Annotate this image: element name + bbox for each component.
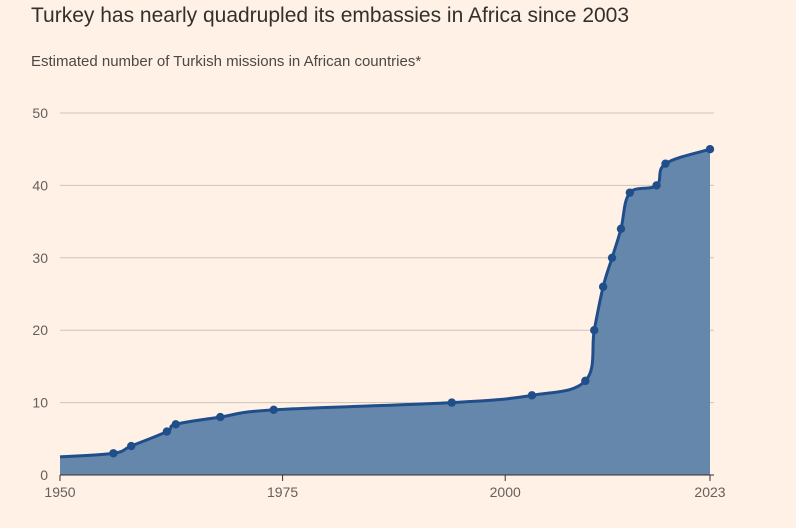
x-tick-label-2023: 2023 — [694, 484, 725, 500]
y-tick-label-30: 30 — [32, 250, 48, 266]
area-series — [59, 147, 711, 475]
data-markers — [109, 145, 715, 458]
y-tick-label-10: 10 — [32, 395, 48, 411]
data-point-1994 — [447, 398, 456, 407]
x-tick-label-2000: 2000 — [490, 484, 521, 500]
y-tick-label-50: 50 — [32, 105, 48, 121]
data-point-2014 — [625, 188, 635, 197]
x-tick-label-1975: 1975 — [267, 484, 298, 500]
data-point-2009 — [581, 376, 590, 386]
data-point-2013 — [616, 224, 626, 234]
chart-title: Turkey has nearly quadrupled its embassi… — [31, 4, 630, 27]
data-point-2018 — [661, 159, 670, 168]
data-point-1974 — [269, 405, 278, 415]
data-point-1963 — [171, 420, 180, 429]
data-point-1956 — [109, 449, 118, 458]
y-tick-label-20: 20 — [32, 322, 48, 338]
area-fill — [60, 149, 710, 475]
data-point-2010 — [590, 326, 599, 335]
data-point-2003 — [527, 391, 537, 400]
axes: 0 10 20 30 40 50 1950 1975 2000 2023 — [32, 105, 725, 500]
y-tick-label-0: 0 — [40, 467, 48, 483]
x-tick-label-1950: 1950 — [44, 484, 75, 500]
data-point-2023 — [705, 145, 715, 154]
data-point-1958 — [127, 441, 136, 451]
chart-subtitle: Estimated number of Turkish missions in … — [31, 53, 422, 70]
data-point-2011 — [598, 282, 608, 291]
data-point-2017 — [652, 181, 661, 190]
data-point-1962 — [162, 427, 172, 436]
data-point-1968 — [216, 412, 225, 422]
data-point-2012 — [607, 253, 617, 262]
y-tick-label-40: 40 — [32, 177, 48, 193]
